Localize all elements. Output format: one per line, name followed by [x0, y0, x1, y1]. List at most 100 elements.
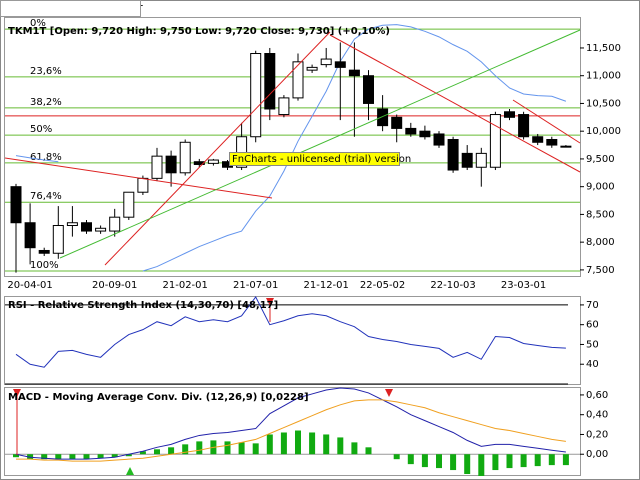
x-tick-label: 22-05-02 [360, 280, 405, 291]
macd-title: MACD - Moving Average Conv. Div. (12,26,… [8, 392, 309, 403]
x-tick-label: 20-09-01 [92, 280, 137, 291]
histogram-bar [548, 454, 555, 466]
watermark-box [229, 152, 400, 166]
histogram-bar [520, 454, 527, 468]
histogram-bar [224, 441, 231, 455]
legend-box [0, 0, 141, 17]
histogram-bar [309, 432, 316, 455]
y-tick-label: 70 [586, 300, 599, 311]
candle-body [207, 159, 219, 164]
candle-body [334, 61, 346, 68]
y-tick-label: 60 [586, 320, 599, 331]
histogram-bar [323, 434, 330, 455]
histogram-bar [125, 454, 132, 457]
y-tick-label: 10,500 [586, 98, 621, 109]
y-tick-label: 0,00 [586, 449, 608, 460]
candle-body [81, 222, 92, 232]
histogram-bar [351, 442, 358, 455]
histogram-bar [506, 454, 513, 469]
histogram-bar [252, 443, 259, 455]
candle-body [24, 222, 36, 249]
candle-body [38, 249, 50, 254]
series-line [15, 296, 566, 368]
histogram-bar [139, 451, 146, 455]
candle-body [504, 111, 515, 118]
candle-body [292, 61, 304, 99]
histogram-bar [41, 454, 48, 460]
trendline [329, 34, 581, 173]
price-title: TKM1T [Open: 9,720 High: 9,750 Low: 9,72… [8, 26, 390, 37]
y-tick-label: 0,20 [586, 429, 608, 440]
series-line [15, 387, 566, 460]
candle-body [363, 75, 374, 104]
candle-body [391, 116, 403, 129]
histogram-bar [182, 444, 189, 455]
histogram-bar [464, 454, 471, 475]
y-tick-label: 40 [586, 359, 599, 370]
histogram-bar [365, 447, 372, 455]
histogram-bar [154, 449, 160, 455]
candle-body [419, 130, 431, 138]
y-tick-label: 10,000 [586, 126, 621, 137]
candle-body [165, 155, 177, 174]
fib-label: 38,2% [30, 97, 62, 108]
histogram-bar [562, 454, 569, 466]
histogram-bar [295, 430, 301, 455]
histogram-bar [238, 442, 245, 455]
candle-body [489, 114, 501, 168]
x-tick-label: 23-03-01 [501, 280, 546, 291]
x-tick-label: 20-04-01 [7, 280, 52, 291]
candle-body [447, 139, 459, 171]
histogram-bar [407, 454, 414, 465]
histogram-bar [69, 454, 76, 460]
y-tick-label: 0,40 [586, 410, 608, 421]
candle-body [433, 133, 445, 146]
y-tick-label: 8,500 [586, 209, 615, 220]
sell-marker [266, 298, 274, 306]
histogram-bar [168, 447, 175, 455]
fib-label: 0% [30, 18, 46, 29]
histogram-bar [534, 454, 541, 467]
candle-body [52, 225, 64, 254]
candle-body [264, 53, 276, 110]
candle-body [123, 191, 135, 218]
candle-body [66, 222, 78, 227]
candle-body [306, 66, 318, 71]
fib-label: 50% [30, 124, 52, 135]
candle-body [179, 141, 191, 174]
histogram-bar [83, 454, 90, 460]
y-tick-label: 7,500 [586, 265, 615, 276]
watermark: FnCharts - unlicensed (trial) version [232, 154, 411, 165]
x-tick-label: 21-02-01 [163, 280, 208, 291]
signal-markers [13, 298, 393, 475]
candle-body [377, 108, 389, 127]
buy-marker [126, 467, 134, 475]
candle-body [109, 216, 121, 232]
y-tick-label: 9,000 [586, 182, 615, 193]
histogram-bar [478, 454, 485, 476]
candle-body [546, 139, 558, 146]
fib-label: 23,6% [30, 66, 62, 77]
histogram-bar [280, 432, 287, 455]
sell-marker [385, 389, 393, 397]
histogram-bar [13, 454, 19, 458]
candle-body [405, 127, 417, 135]
candle-body [278, 97, 290, 116]
histogram-bar [337, 437, 344, 455]
trendline [512, 99, 581, 144]
candle-body [560, 145, 572, 148]
y-tick-label: 8,000 [586, 237, 615, 248]
candle-body [250, 53, 262, 138]
candle-body [151, 155, 163, 179]
trendlines [4, 29, 581, 266]
trendline [4, 157, 273, 199]
x-tick-label: 22-10-03 [430, 280, 475, 291]
candle-body [137, 177, 149, 193]
histogram-bar [450, 454, 457, 471]
candle-body [10, 186, 22, 224]
marks: 7,500 8,000 8,500 9,000 9,500 10,000 10,500 11,… [5, 4, 621, 476]
candle-body [95, 227, 107, 232]
y-tick-label: 50 [586, 339, 599, 350]
